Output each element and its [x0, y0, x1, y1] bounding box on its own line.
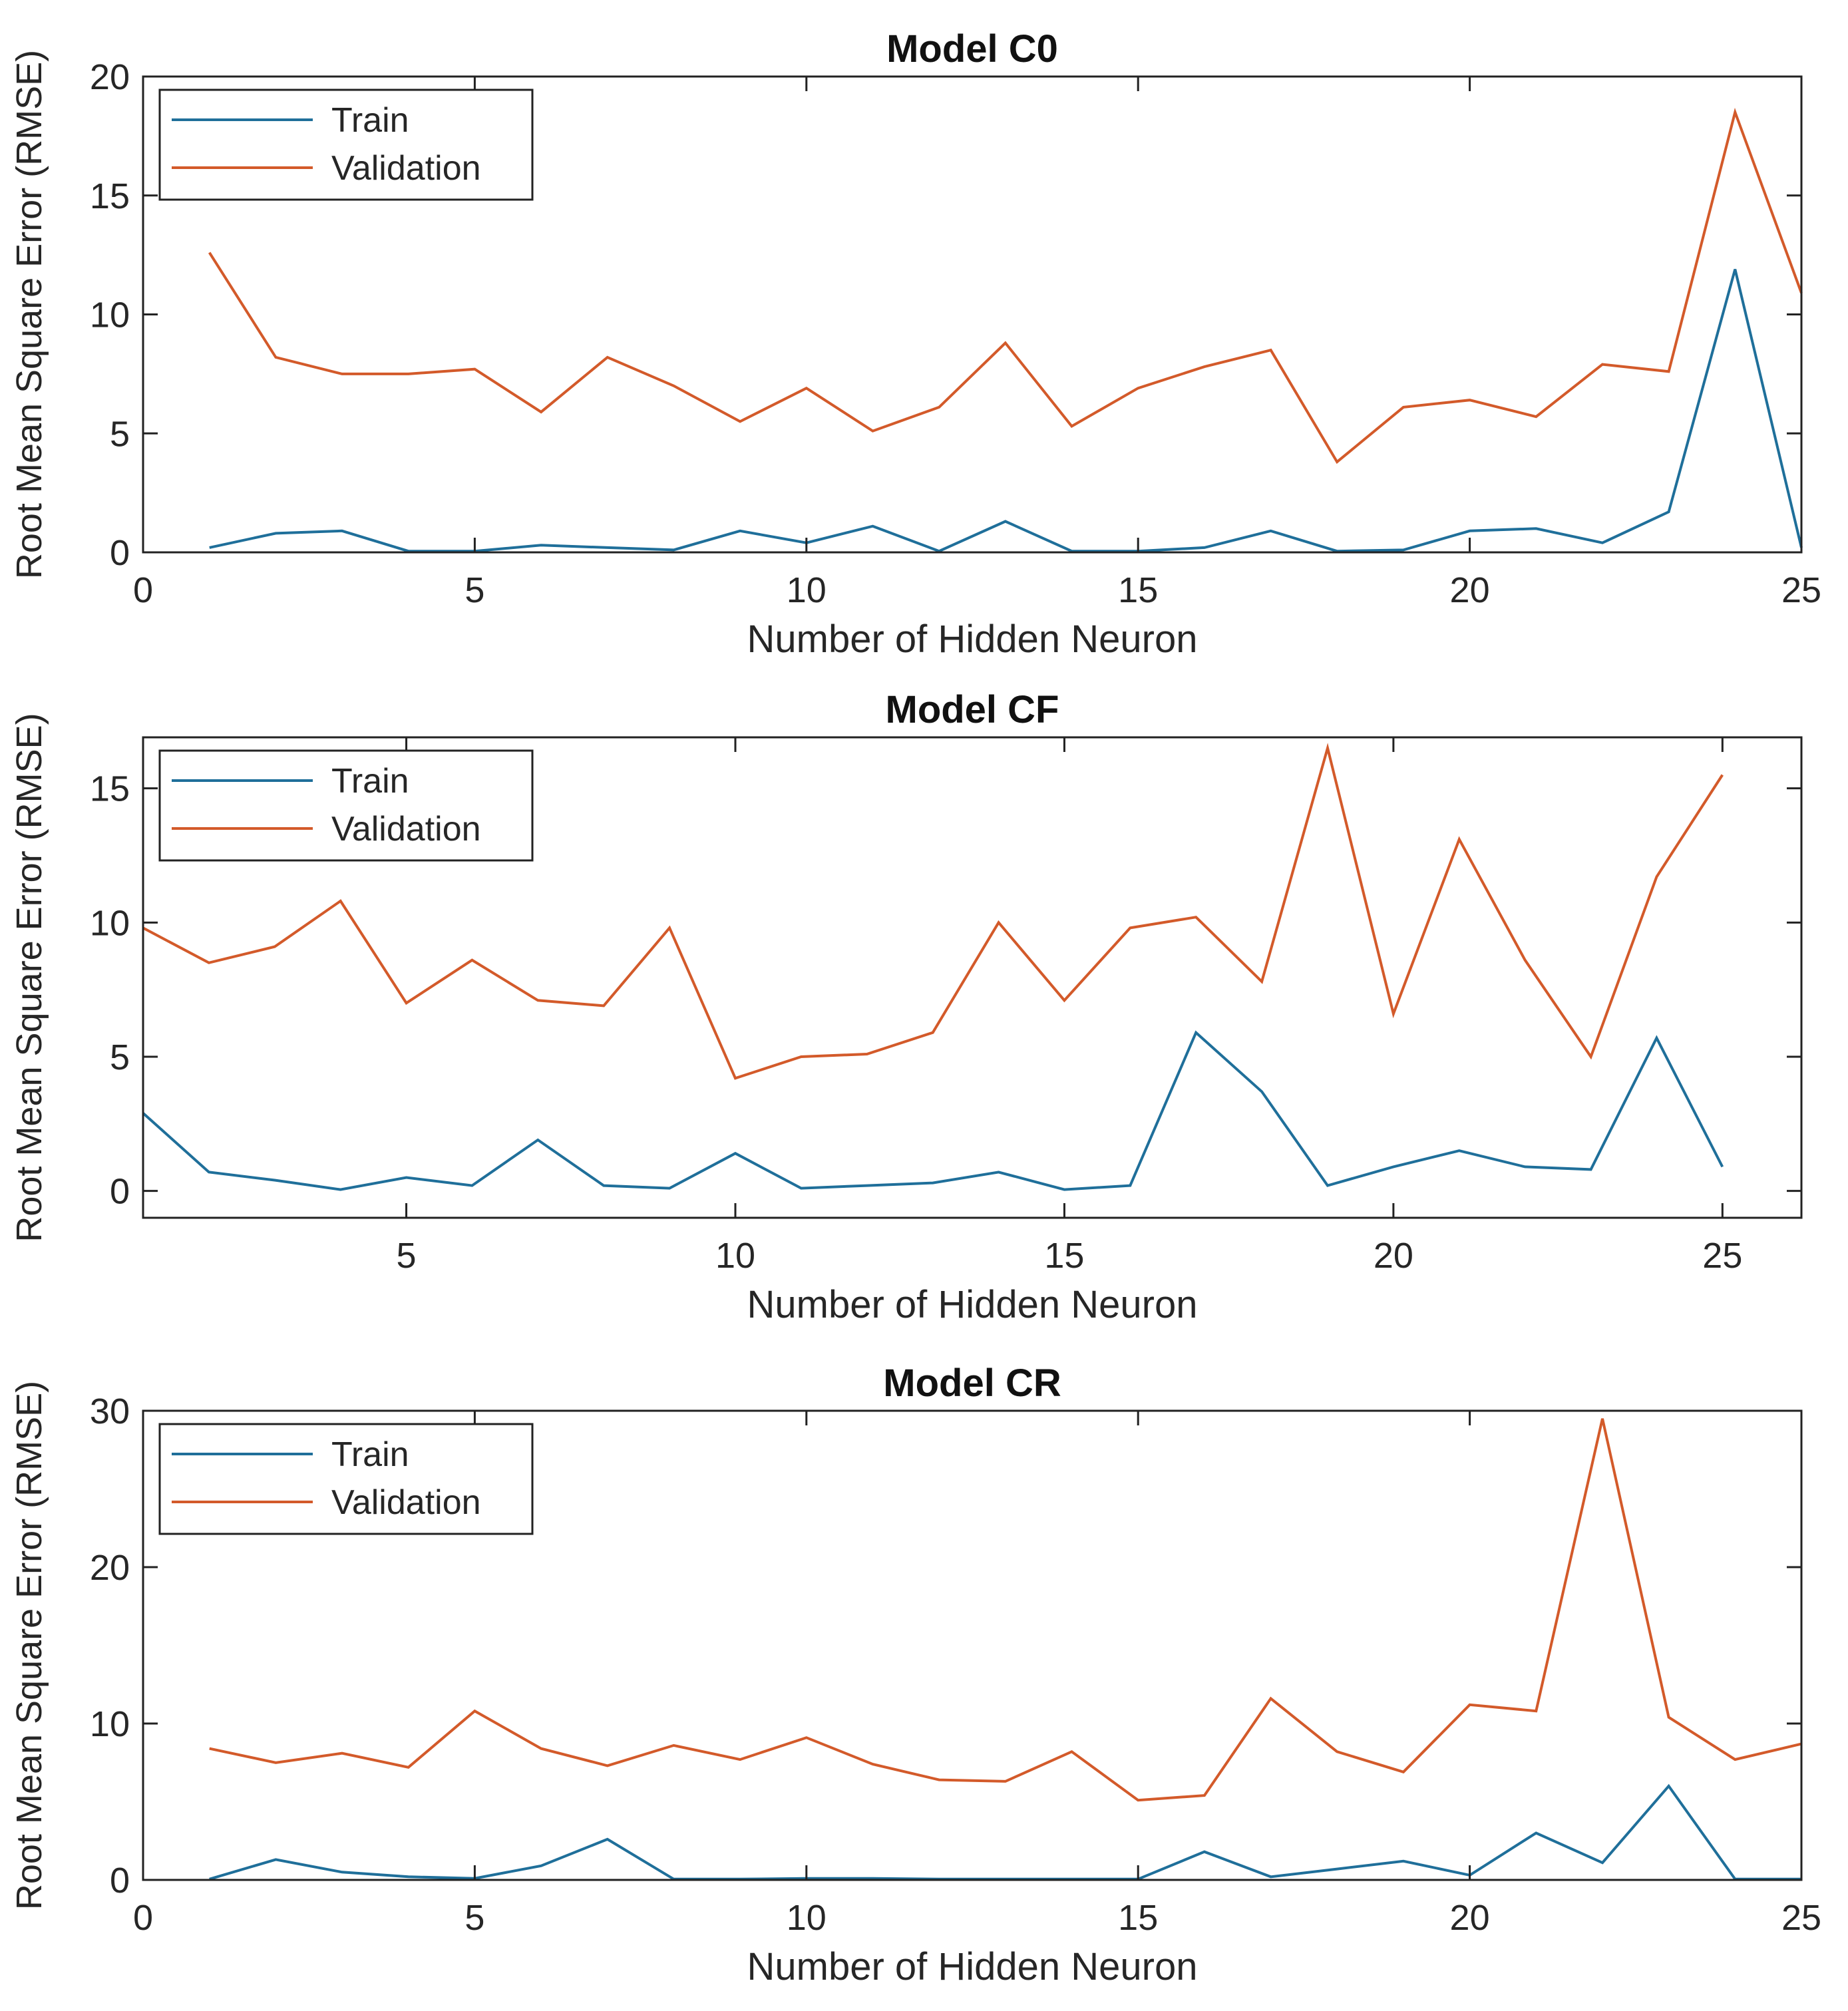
series-line-validation — [142, 743, 1724, 1080]
y-tick-label: 10 — [90, 1704, 130, 1744]
series-line-validation — [208, 107, 1803, 464]
y-tick-label: 0 — [110, 533, 130, 573]
legend: Train Validation — [158, 1423, 534, 1535]
y-tick-label: 0 — [110, 1861, 130, 1901]
legend-label-train: Train — [331, 101, 409, 140]
x-tick-label: 20 — [1450, 1898, 1490, 1938]
legend: Train Validation — [158, 89, 534, 201]
legend-label-validation: Validation — [331, 149, 481, 188]
y-tick-label: 15 — [90, 769, 130, 809]
x-tick-label: 20 — [1450, 570, 1490, 610]
y-tick-label: 5 — [110, 414, 130, 454]
x-tick-label: 25 — [1702, 1236, 1742, 1276]
x-tick-label: 10 — [787, 570, 827, 610]
chart-title: Model CF — [886, 688, 1059, 731]
x-tick-label: 0 — [133, 1898, 153, 1938]
series-line-validation — [209, 1418, 1802, 1802]
legend-box — [158, 749, 534, 862]
legend: Train Validation — [158, 749, 534, 862]
legend-label-validation: Validation — [331, 810, 481, 848]
x-tick-label: 15 — [1118, 1898, 1158, 1938]
x-tick-label: 20 — [1374, 1236, 1413, 1276]
y-tick-label: 30 — [90, 1391, 130, 1431]
legend-label-train: Train — [331, 762, 409, 801]
x-tick-label: 5 — [464, 1898, 484, 1938]
y-tick-label: 10 — [90, 295, 130, 335]
legend-box — [158, 89, 534, 201]
y-tick-label: 10 — [90, 903, 130, 943]
x-tick-label: 25 — [1781, 1898, 1821, 1938]
x-tick-label: 15 — [1118, 570, 1158, 610]
x-axis-label: Number of Hidden Neuron — [747, 1945, 1197, 1988]
chart-title: Model C0 — [886, 27, 1058, 71]
x-tick-label: 5 — [397, 1236, 417, 1276]
series-line-train — [142, 1030, 1724, 1191]
y-tick-label: 5 — [110, 1037, 130, 1077]
x-axis-label: Number of Hidden Neuron — [747, 1283, 1197, 1326]
legend-box — [158, 1423, 534, 1535]
y-axis-label: Root Mean Square Error (RMSE) — [9, 713, 49, 1242]
x-tick-label: 0 — [133, 570, 153, 610]
x-tick-label: 15 — [1044, 1236, 1084, 1276]
x-tick-label: 10 — [715, 1236, 755, 1276]
y-tick-label: 20 — [90, 1548, 130, 1588]
y-tick-label: 0 — [110, 1172, 130, 1212]
legend-label-train: Train — [331, 1435, 409, 1474]
axes-box — [142, 736, 1803, 1219]
y-axis-label: Root Mean Square Error (RMSE) — [9, 50, 49, 579]
y-axis-label: Root Mean Square Error (RMSE) — [9, 1381, 49, 1910]
x-tick-label: 25 — [1781, 570, 1821, 610]
x-tick-label: 5 — [464, 570, 484, 610]
chart-panel-1: 0 5 10 15 20 25 0 5 10 15 20 Model C0 Number of Hidd… — [9, 27, 1821, 661]
chart-panel-3: 0 5 10 15 20 25 0 10 20 30 Model CR Number of Hidde… — [9, 1362, 1821, 1988]
chart-panel-2: 5 10 15 20 25 0 5 10 15 Model CF Number of Hidden … — [9, 688, 1803, 1326]
x-tick-label: 10 — [787, 1898, 827, 1938]
y-tick-label: 20 — [90, 57, 130, 97]
axes-box — [142, 1409, 1803, 1881]
legend-label-validation: Validation — [331, 1483, 481, 1522]
y-tick-label: 15 — [90, 176, 130, 216]
x-axis-label: Number of Hidden Neuron — [747, 618, 1197, 661]
chart-title: Model CR — [883, 1362, 1061, 1405]
